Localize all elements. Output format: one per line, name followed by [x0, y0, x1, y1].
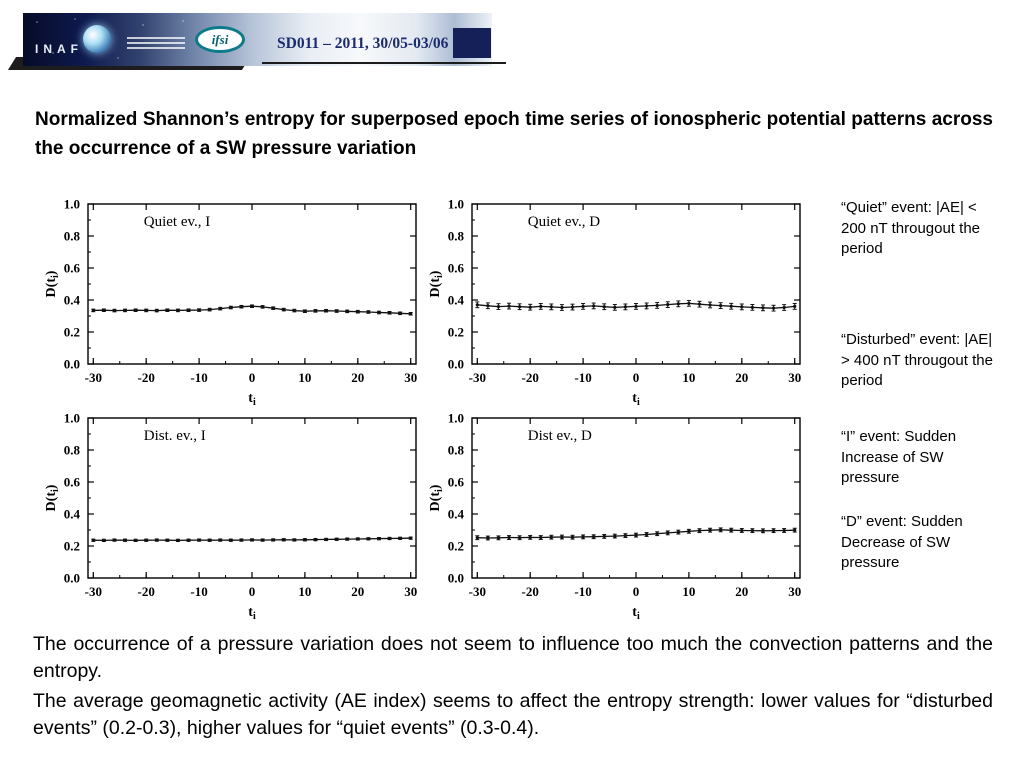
svg-text:10: 10 [298, 370, 311, 385]
svg-text:0.6: 0.6 [448, 475, 465, 490]
svg-text:0.8: 0.8 [64, 443, 81, 458]
session-divider [262, 62, 506, 64]
session-code: SD011 – 2011, 30/05-03/06 [277, 35, 449, 52]
note-i-event: “I” event: Sudden Increase of SW pressur… [841, 428, 957, 487]
svg-text:D(ti): D(ti) [428, 270, 445, 297]
svg-text:Quiet ev., I: Quiet ev., I [144, 214, 211, 230]
svg-text:0: 0 [249, 370, 256, 385]
svg-text:-10: -10 [190, 370, 207, 385]
svg-text:10: 10 [682, 584, 695, 599]
conclusion-paragraph-2: The average geomagnetic activity (AE ind… [33, 690, 993, 739]
svg-text:0.4: 0.4 [64, 293, 81, 308]
institute-text-lines [127, 37, 185, 52]
svg-text:-20: -20 [138, 584, 155, 599]
svg-text:ti: ti [248, 391, 256, 408]
svg-text:0.0: 0.0 [448, 571, 464, 586]
svg-text:Dist. ev., I: Dist. ev., I [144, 428, 206, 444]
svg-text:Quiet ev., D: Quiet ev., D [528, 214, 601, 230]
svg-text:1.0: 1.0 [448, 198, 464, 212]
banner-end-block [453, 28, 491, 58]
svg-text:-10: -10 [574, 370, 591, 385]
svg-text:ti: ti [632, 605, 640, 622]
svg-text:-30: -30 [85, 370, 102, 385]
svg-text:-10: -10 [574, 584, 591, 599]
svg-text:0.2: 0.2 [448, 539, 464, 554]
note-d-event: “D” event: Sudden Decrease of SW pressur… [841, 513, 963, 572]
svg-text:ti: ti [632, 391, 640, 408]
svg-text:30: 30 [404, 584, 417, 599]
svg-text:20: 20 [351, 370, 364, 385]
svg-text:20: 20 [735, 584, 748, 599]
conclusion-paragraph-1: The occurrence of a pressure variation d… [33, 633, 993, 682]
svg-text:-20: -20 [522, 584, 539, 599]
svg-text:1.0: 1.0 [448, 412, 464, 426]
svg-text:10: 10 [682, 370, 695, 385]
svg-text:0.4: 0.4 [64, 507, 81, 522]
svg-text:0.6: 0.6 [64, 261, 81, 276]
chart-quiet-i: 0.0 0.2 0.4 0.6 0.8 1.0 -30 -20 -10 0 10 20 30 Quiet … [44, 198, 417, 408]
svg-text:0.8: 0.8 [64, 229, 81, 244]
svg-text:20: 20 [351, 584, 364, 599]
svg-text:10: 10 [298, 584, 311, 599]
svg-text:0.2: 0.2 [64, 325, 80, 340]
svg-text:30: 30 [404, 370, 417, 385]
chart-dist-d: 0.0 0.2 0.4 0.6 0.8 1.0 -30 -20 -10 0 10 20 30 Dist e… [428, 412, 801, 622]
svg-text:ti: ti [248, 605, 256, 622]
svg-text:-30: -30 [469, 584, 486, 599]
chart-dist-i: 0.0 0.2 0.4 0.6 0.8 1.0 -30 -20 -10 0 10 20 30 Dist. … [44, 412, 417, 622]
svg-text:0.2: 0.2 [448, 325, 464, 340]
chart-quiet-d: 0.0 0.2 0.4 0.6 0.8 1.0 -30 -20 -10 0 10 20 30 Quiet … [428, 198, 801, 408]
ifsi-logo-text: ifsi [211, 31, 229, 47]
svg-text:0.0: 0.0 [64, 357, 80, 372]
svg-text:30: 30 [788, 584, 801, 599]
svg-text:0.2: 0.2 [64, 539, 80, 554]
svg-text:0.8: 0.8 [448, 229, 465, 244]
svg-text:20: 20 [735, 370, 748, 385]
svg-text:-30: -30 [85, 584, 102, 599]
svg-text:-30: -30 [469, 370, 486, 385]
svg-text:0.4: 0.4 [448, 507, 465, 522]
svg-text:0: 0 [249, 584, 256, 599]
svg-text:1.0: 1.0 [64, 412, 80, 426]
svg-text:-20: -20 [522, 370, 539, 385]
svg-text:1.0: 1.0 [64, 198, 80, 212]
svg-text:0.6: 0.6 [64, 475, 81, 490]
note-disturbed-event: “Disturbed” event: |AE| > 400 nT througo… [841, 331, 993, 390]
svg-text:0.6: 0.6 [448, 261, 465, 276]
svg-text:-20: -20 [138, 370, 155, 385]
svg-text:D(ti): D(ti) [428, 484, 445, 511]
slide-title: Normalized Shannon’s entropy for superpo… [35, 109, 993, 159]
svg-text:0: 0 [633, 584, 640, 599]
svg-text:0.8: 0.8 [448, 443, 465, 458]
svg-text:0: 0 [633, 370, 640, 385]
svg-text:Dist ev., D: Dist ev., D [528, 428, 592, 444]
svg-text:D(ti): D(ti) [44, 484, 61, 511]
svg-text:30: 30 [788, 370, 801, 385]
svg-text:0.0: 0.0 [64, 571, 80, 586]
svg-text:0.0: 0.0 [448, 357, 464, 372]
svg-text:0.4: 0.4 [448, 293, 465, 308]
ifsi-logo: ifsi [195, 26, 245, 53]
svg-text:D(ti): D(ti) [44, 270, 61, 297]
planet-icon [83, 25, 111, 53]
note-quiet-event: “Quiet” event: |AE| < 200 nT througout t… [841, 199, 980, 258]
inaf-logo-text: INAF [35, 42, 83, 56]
svg-text:-10: -10 [190, 584, 207, 599]
header-banner: INAF ifsi [23, 13, 492, 66]
